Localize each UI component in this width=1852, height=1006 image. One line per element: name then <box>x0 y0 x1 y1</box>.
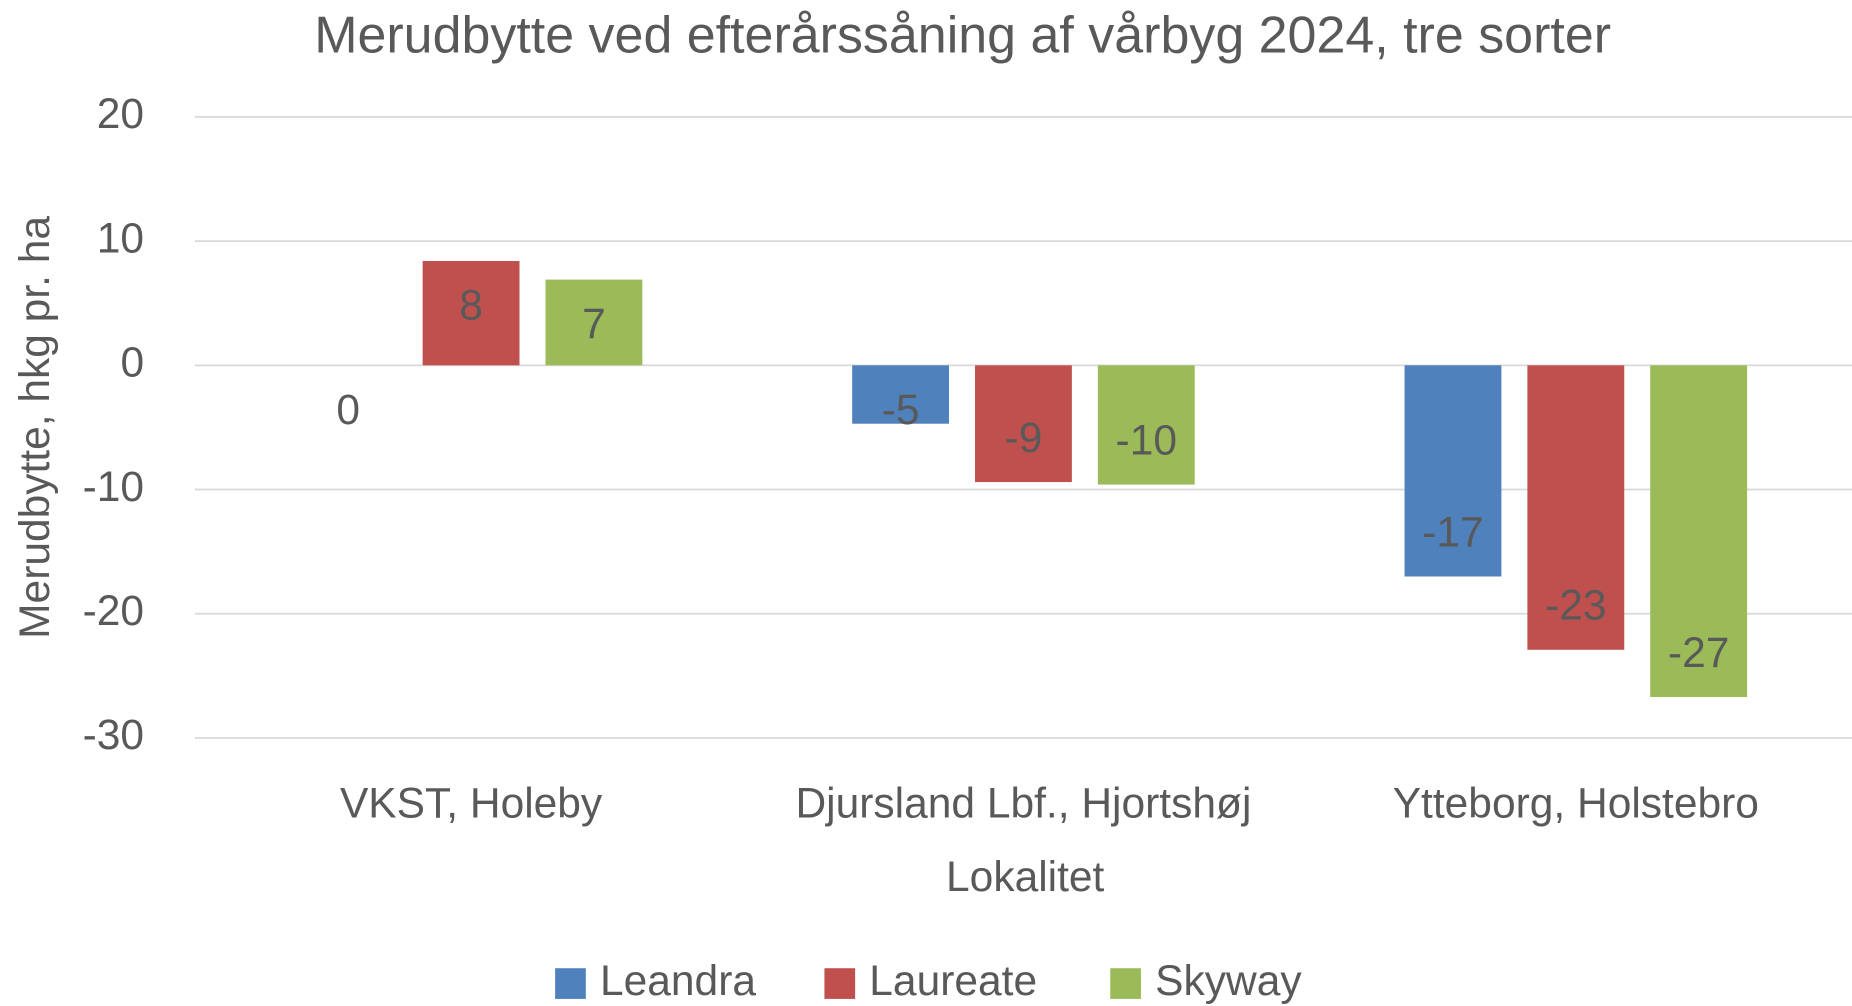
bar <box>1650 365 1748 697</box>
data-label: 0 <box>336 387 360 434</box>
bar <box>422 260 520 366</box>
bar <box>1097 365 1195 485</box>
data-label: 7 <box>582 301 606 348</box>
bar <box>975 365 1072 483</box>
data-label: -5 <box>882 387 920 434</box>
x-tick-label: VKST, Holeby <box>340 781 603 828</box>
chart-title: Merudbytte ved efterårssåning af vårbyg … <box>314 7 1611 65</box>
data-label: -27 <box>1668 630 1729 677</box>
y-tick-label: -20 <box>83 588 144 635</box>
legend-swatch <box>555 968 586 999</box>
x-tick-label: Djursland Lbf., Hjortshøj <box>795 781 1251 828</box>
legend-label: Laureate <box>869 958 1037 1005</box>
y-tick-label: -30 <box>83 712 144 759</box>
y-tick-label: 10 <box>97 215 144 262</box>
legend-label: Leandra <box>600 958 756 1005</box>
legend-label: Skyway <box>1155 958 1302 1005</box>
data-label: 8 <box>459 282 483 329</box>
data-label: -9 <box>1005 415 1043 462</box>
bar <box>1527 365 1625 650</box>
y-tick-label: -10 <box>83 464 144 511</box>
bar <box>1404 365 1502 577</box>
y-tick-label: 0 <box>120 340 144 387</box>
x-tick-label: Ytteborg, Holstebro <box>1393 781 1759 828</box>
data-label: -23 <box>1545 583 1606 630</box>
legend-swatch <box>824 968 856 999</box>
y-axis-title: Merudbytte, hkg pr. ha <box>12 216 59 639</box>
y-tick-label: 20 <box>97 91 144 138</box>
data-label: -17 <box>1422 509 1483 556</box>
bar <box>545 279 643 366</box>
bar <box>852 365 950 424</box>
legend-swatch <box>1110 968 1141 999</box>
x-axis-title: Lokalitet <box>946 854 1105 901</box>
data-label: -10 <box>1116 417 1177 464</box>
